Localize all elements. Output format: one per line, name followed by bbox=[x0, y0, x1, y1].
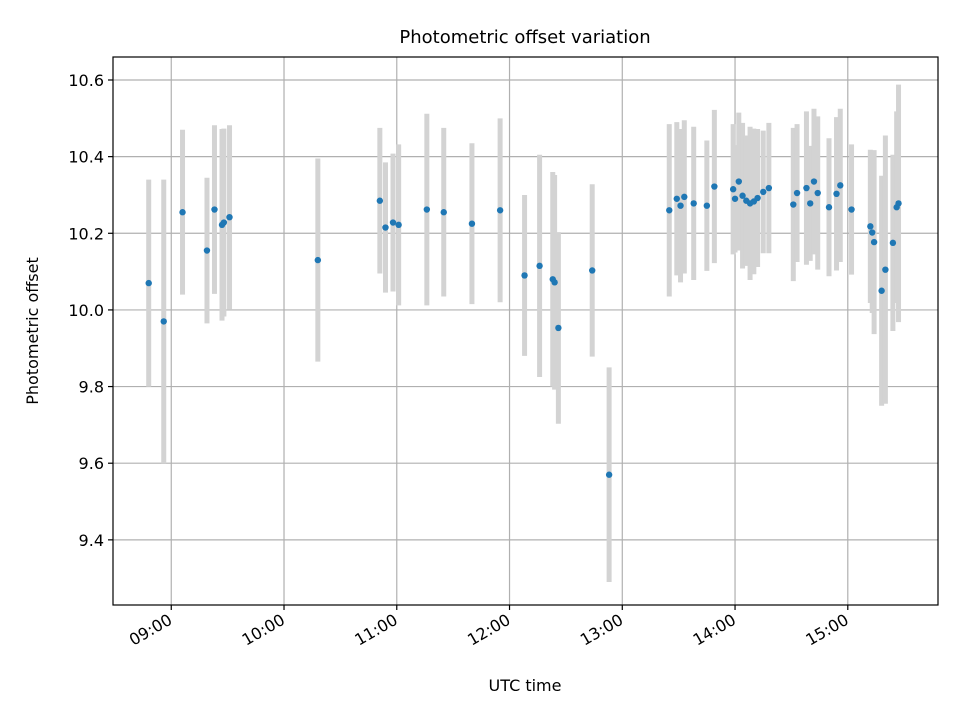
data-point bbox=[760, 188, 767, 196]
data-point bbox=[690, 200, 697, 207]
data-point bbox=[882, 266, 889, 273]
data-point bbox=[895, 200, 902, 207]
y-tick-label: 10.0 bbox=[68, 301, 104, 320]
data-point bbox=[376, 197, 384, 204]
data-point bbox=[878, 287, 885, 294]
data-point bbox=[160, 318, 167, 325]
data-point bbox=[848, 206, 855, 213]
data-point bbox=[666, 207, 673, 214]
data-point bbox=[389, 219, 397, 226]
data-point bbox=[423, 206, 431, 213]
data-point bbox=[754, 194, 761, 202]
x-axis-label: UTC time bbox=[489, 676, 562, 695]
data-point bbox=[731, 195, 739, 202]
data-point bbox=[803, 184, 810, 192]
data-point bbox=[681, 193, 688, 201]
data-point bbox=[677, 202, 684, 209]
data-point bbox=[220, 219, 228, 226]
data-point bbox=[870, 238, 878, 246]
data-point bbox=[211, 206, 218, 213]
plot-frame bbox=[112, 56, 939, 606]
data-point bbox=[765, 184, 773, 192]
data-point bbox=[889, 239, 897, 247]
data-point bbox=[496, 207, 504, 214]
data-point bbox=[536, 262, 543, 270]
data-point bbox=[521, 272, 528, 279]
data-point bbox=[179, 209, 186, 216]
data-point bbox=[833, 190, 840, 198]
data-point bbox=[605, 471, 613, 478]
y-tick-label: 9.4 bbox=[79, 531, 104, 550]
y-tick-label: 10.4 bbox=[68, 148, 104, 167]
data-point bbox=[837, 182, 844, 189]
data-points bbox=[145, 178, 902, 478]
y-axis-label: Photometric offset bbox=[23, 257, 42, 405]
data-point bbox=[703, 202, 711, 209]
data-point bbox=[314, 256, 322, 264]
data-point bbox=[735, 178, 742, 185]
data-point bbox=[711, 183, 718, 190]
data-point bbox=[807, 200, 814, 207]
data-point bbox=[739, 192, 746, 199]
data-point bbox=[589, 267, 596, 274]
y-tick-label: 10.2 bbox=[68, 224, 104, 243]
y-tick-label: 9.8 bbox=[79, 378, 104, 397]
data-point bbox=[203, 247, 211, 254]
data-point bbox=[793, 189, 801, 197]
data-point bbox=[790, 201, 797, 208]
data-point bbox=[555, 324, 562, 332]
y-tick-label: 10.6 bbox=[68, 71, 104, 90]
data-point bbox=[869, 229, 876, 236]
data-point bbox=[145, 279, 152, 287]
data-point bbox=[395, 221, 402, 229]
chart-title: Photometric offset variation bbox=[399, 27, 650, 48]
y-tick-label: 9.6 bbox=[79, 454, 104, 473]
data-point bbox=[468, 220, 476, 227]
data-point bbox=[729, 186, 737, 193]
data-point bbox=[226, 213, 233, 221]
data-point bbox=[825, 204, 833, 211]
data-point bbox=[867, 223, 874, 230]
data-point bbox=[551, 279, 558, 286]
data-point bbox=[814, 189, 821, 197]
data-point bbox=[382, 224, 389, 231]
data-point bbox=[673, 195, 680, 202]
data-point bbox=[810, 178, 818, 185]
data-point bbox=[440, 209, 447, 216]
y-axis-ticks: 9.4 9.6 9.8 10.0 10.2 10.4 10.6 bbox=[68, 71, 113, 550]
